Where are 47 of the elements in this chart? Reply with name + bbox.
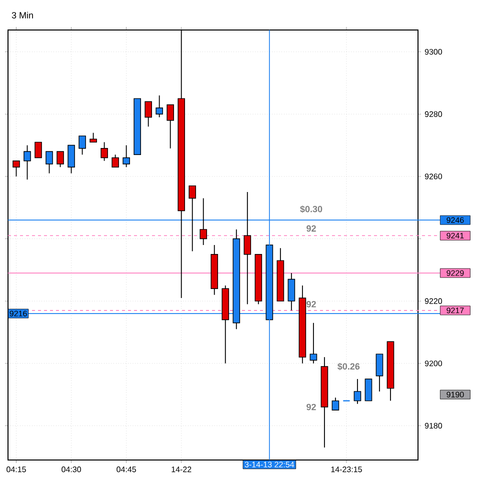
candlestick — [364, 378, 372, 402]
chart-title: 3 Min — [12, 12, 33, 18]
candlestick — [156, 94, 163, 118]
candlestick — [90, 132, 97, 143]
ref-line-label: 9217 — [446, 308, 464, 314]
candlestick — [200, 198, 208, 246]
candlestick — [332, 397, 340, 411]
annotation: 92 — [306, 404, 316, 410]
candlestick — [166, 104, 174, 149]
candlestick — [310, 322, 318, 364]
y-tick-label: 9260 — [424, 174, 442, 180]
candlestick — [56, 151, 64, 168]
y-tick-label: 9220 — [424, 298, 442, 304]
candlestick — [100, 142, 108, 162]
candlestick — [288, 272, 296, 311]
candlestick — [68, 144, 75, 174]
x-tick-label: 14-22 — [172, 466, 192, 472]
x-tick-label: 04:15 — [6, 466, 26, 472]
ref-line-label: 9216 — [10, 310, 27, 316]
x-tick-label: 04:45 — [116, 466, 136, 472]
ref-line-label: 9246 — [446, 217, 464, 223]
x-tick-label: 14-23:15 — [331, 466, 362, 472]
candlestick — [354, 378, 362, 404]
x-tick-label: 04:30 — [62, 466, 81, 472]
ref-line-label: 9241 — [446, 232, 464, 238]
y-tick-label: 9180 — [424, 422, 442, 429]
annotation: $0.26 — [338, 362, 360, 370]
candlestick — [46, 151, 53, 174]
candlestick — [12, 160, 20, 177]
candlestick — [78, 135, 86, 156]
text: 3-14-13 22:54 — [244, 462, 294, 468]
candlestick — [112, 154, 119, 168]
candlestick — [188, 185, 196, 252]
annotation: $0.30 — [300, 205, 322, 213]
y-tick-label: 9280 — [424, 111, 442, 117]
text: 9190 — [446, 392, 464, 398]
ref-line-label: 9229 — [446, 270, 464, 276]
y-tick-label: 9300 — [424, 48, 442, 55]
candlestick — [244, 192, 252, 305]
candlestick — [144, 101, 152, 128]
y-tick-label: 9200 — [424, 360, 442, 366]
candlestick — [34, 142, 42, 158]
candlestick — [376, 354, 384, 392]
annotation: 92 — [306, 225, 316, 232]
candlestick — [24, 144, 31, 180]
candlestick — [122, 144, 130, 168]
annotation: 92 — [306, 301, 316, 308]
